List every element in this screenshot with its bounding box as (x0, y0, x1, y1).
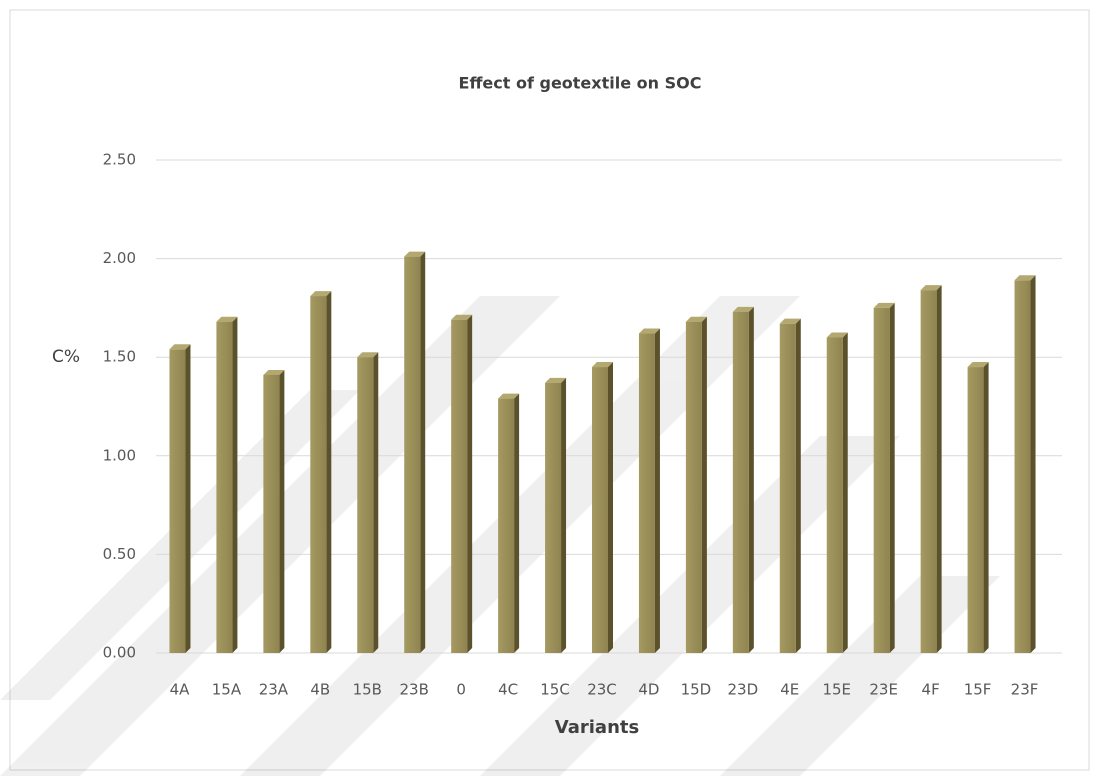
y-tick-label: 0.00 (103, 644, 136, 662)
bar (498, 398, 515, 653)
y-tick-label: 1.50 (103, 348, 136, 366)
bar-side (983, 362, 989, 653)
bar (873, 307, 890, 653)
y-axis-label: C% (52, 347, 80, 367)
bar (357, 357, 374, 653)
bar-side (1030, 275, 1036, 653)
bar-side (842, 332, 848, 653)
bar (967, 367, 984, 653)
x-tick-label: 4F (922, 681, 940, 699)
bar-top (357, 352, 379, 358)
bar-side (232, 316, 238, 653)
x-tick-label: 23E (869, 681, 898, 699)
bar-side (654, 328, 660, 653)
bar (1014, 280, 1031, 653)
y-tick-label: 2.50 (103, 151, 136, 169)
bar (826, 337, 843, 653)
bar-top (967, 362, 989, 368)
bar-top (404, 251, 426, 257)
bar (638, 333, 655, 653)
bar-side (889, 302, 895, 653)
bar (920, 290, 937, 653)
x-tick-label: 23C (587, 681, 617, 699)
x-tick-label: 0 (456, 681, 466, 699)
bar-top (169, 344, 191, 350)
x-tick-label: 4A (170, 681, 191, 699)
bar-top (779, 318, 801, 324)
x-tick-label: 4E (780, 681, 799, 699)
bar (169, 349, 186, 653)
bar-side (514, 393, 520, 653)
y-tick-label: 1.00 (103, 446, 136, 464)
bar-top (592, 362, 613, 368)
bar-top (1014, 275, 1036, 281)
x-tick-label: 15C (540, 681, 570, 699)
bar-side (326, 291, 332, 653)
bar-side (373, 352, 379, 653)
bar-side (936, 285, 942, 653)
x-tick-label: 4C (498, 681, 518, 699)
bar (732, 311, 749, 653)
chart-title: Effect of geotextile on SOC (459, 74, 702, 93)
bar-top (732, 306, 754, 312)
bar-side (279, 369, 285, 653)
bar-top (310, 291, 332, 297)
bar-side (608, 362, 613, 653)
bar (310, 296, 327, 653)
y-tick-label: 2.00 (103, 249, 136, 267)
bar-top (545, 377, 567, 383)
bar-top (685, 316, 707, 322)
bar (216, 321, 233, 653)
bar (404, 256, 421, 653)
bar-side (185, 344, 191, 653)
x-tick-label: 15A (212, 681, 242, 699)
bar (451, 319, 468, 653)
x-axis-label: Variants (555, 717, 639, 738)
bar (779, 323, 796, 653)
bar-side (701, 316, 707, 653)
bar-top (920, 285, 942, 291)
x-tick-label: 15F (964, 681, 992, 699)
bar-side (467, 314, 473, 653)
bar-side (795, 318, 801, 653)
bar-top (263, 369, 285, 375)
bar-top (216, 316, 238, 322)
bar-side (420, 251, 426, 654)
bar-top (498, 393, 520, 399)
bar (263, 374, 280, 653)
x-tick-label: 23D (728, 681, 759, 699)
x-tick-label: 4D (638, 681, 659, 699)
bar (685, 321, 702, 653)
bar-top (826, 332, 848, 338)
bar-top (451, 314, 473, 320)
x-tick-label: 4B (310, 681, 330, 699)
bar-top (873, 302, 895, 308)
bar (545, 382, 562, 653)
bar-side (561, 377, 567, 653)
x-tick-label: 23A (259, 681, 289, 699)
x-tick-label: 15B (353, 681, 382, 699)
bar-side (748, 306, 754, 653)
x-tick-label: 15D (681, 681, 712, 699)
bar (592, 367, 608, 653)
x-tick-label: 15E (822, 681, 851, 699)
x-tick-label: 23B (400, 681, 429, 699)
bar-top (638, 328, 660, 334)
x-tick-label: 23F (1011, 681, 1039, 699)
y-tick-label: 0.50 (103, 545, 136, 563)
